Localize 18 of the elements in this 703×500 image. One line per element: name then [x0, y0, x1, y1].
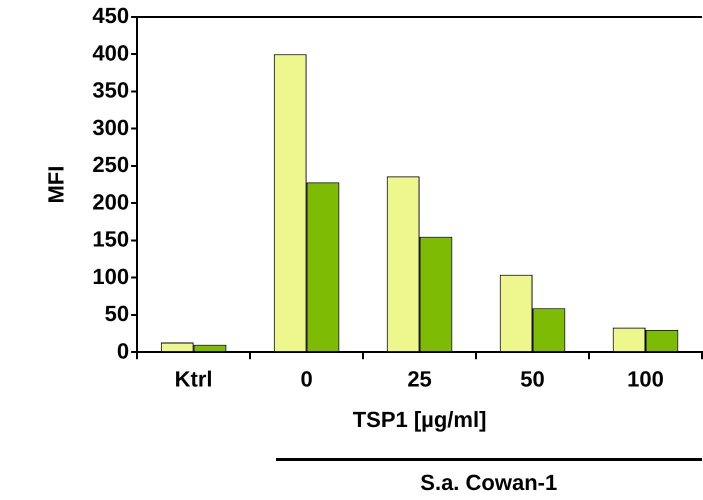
- x-tick-label: 50: [520, 366, 545, 392]
- x-tick-label: Ktrl: [174, 366, 213, 392]
- y-tick-label: 200: [92, 189, 130, 214]
- y-tick-label: 450: [92, 3, 130, 28]
- x-axis-title: TSP1 [µg/ml]: [352, 406, 486, 432]
- y-axis-title: MFI: [43, 166, 68, 204]
- y-tick-label: 150: [92, 226, 130, 252]
- y-tick-label: 50: [104, 301, 130, 326]
- y-tick-label: 300: [92, 114, 130, 140]
- x-tick-label: 25: [407, 366, 432, 392]
- text: S.a. Cowan-1: [419, 470, 558, 496]
- y-tick-label: 0: [116, 338, 130, 364]
- x-tick-label: 0: [300, 366, 313, 392]
- y-tick-label: 400: [92, 40, 130, 66]
- y-tick-label: 100: [92, 264, 130, 289]
- x-tick-label: 100: [627, 366, 664, 392]
- y-tick-label: 350: [92, 78, 130, 103]
- y-tick-label: 250: [92, 152, 130, 178]
